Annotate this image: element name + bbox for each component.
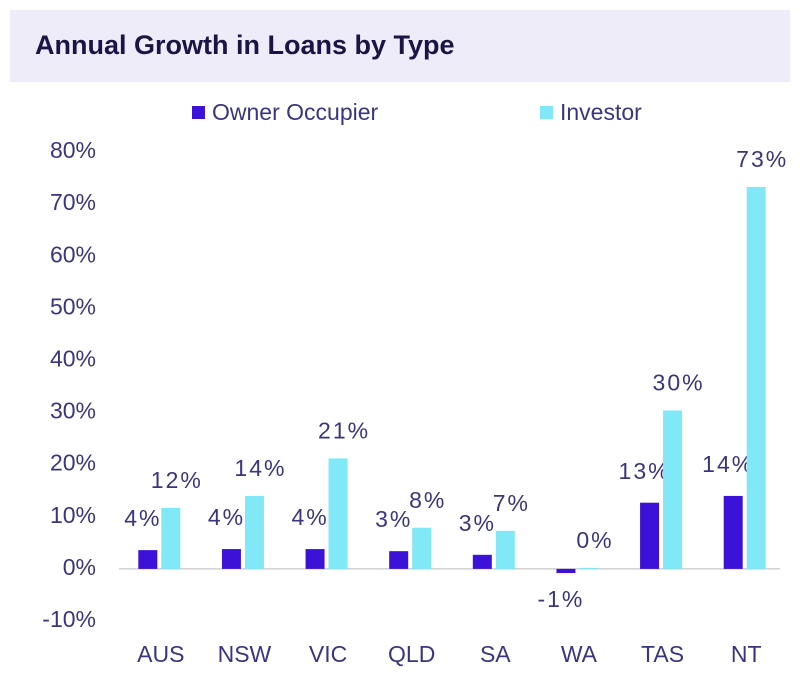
y-tick-label: 0% [63, 554, 96, 580]
data-label: 12% [151, 467, 203, 493]
x-tick-label: NSW [218, 641, 272, 667]
data-label: 4% [208, 504, 245, 530]
legend-label: Owner Occupier [212, 99, 379, 125]
y-tick-label: 40% [50, 346, 96, 372]
legend-label: Investor [560, 99, 642, 125]
bar [412, 527, 432, 569]
data-label: 14% [702, 451, 754, 477]
data-label: 4% [124, 505, 161, 531]
data-label: 14% [234, 455, 286, 481]
bar [244, 495, 264, 569]
data-label: 4% [291, 504, 328, 530]
data-label: 0% [576, 527, 613, 553]
bar [472, 554, 492, 569]
y-tick-label: -10% [42, 606, 96, 632]
data-label: 8% [409, 487, 446, 513]
chart-title: Annual Growth in Loans by Type [35, 30, 455, 60]
x-tick-label: VIC [309, 641, 347, 667]
bar [640, 502, 660, 569]
x-tick-label: TAS [641, 641, 684, 667]
bar [723, 495, 743, 569]
bar [389, 551, 409, 569]
y-tick-label: 10% [50, 502, 96, 528]
bar [579, 567, 599, 569]
data-label: 3% [459, 510, 496, 536]
bar [138, 550, 158, 569]
bar [161, 507, 181, 569]
data-label: 13% [619, 458, 671, 484]
y-tick-label: 60% [50, 241, 96, 267]
data-label: 7% [493, 490, 530, 516]
bar [495, 530, 515, 569]
bar [305, 549, 325, 569]
x-tick-label: WA [561, 641, 598, 667]
bar [556, 568, 576, 574]
bar [328, 458, 348, 569]
data-label: 73% [736, 146, 788, 172]
bar [663, 410, 683, 569]
legend-swatch [192, 106, 205, 119]
data-label: 21% [318, 417, 370, 443]
y-tick-label: 30% [50, 398, 96, 424]
data-label: -1% [537, 586, 584, 612]
bar [746, 186, 766, 569]
x-tick-label: SA [480, 641, 511, 667]
x-tick-label: NT [731, 641, 762, 667]
data-label: 30% [653, 370, 705, 396]
y-tick-label: 20% [50, 450, 96, 476]
y-tick-label: 70% [50, 189, 96, 215]
x-tick-label: AUS [137, 641, 184, 667]
legend-swatch [540, 106, 553, 119]
title-banner [10, 10, 790, 82]
x-tick-label: QLD [388, 641, 435, 667]
data-label: 3% [375, 506, 412, 532]
bar [221, 549, 241, 569]
y-tick-label: 50% [50, 293, 96, 319]
y-tick-label: 80% [50, 137, 96, 163]
